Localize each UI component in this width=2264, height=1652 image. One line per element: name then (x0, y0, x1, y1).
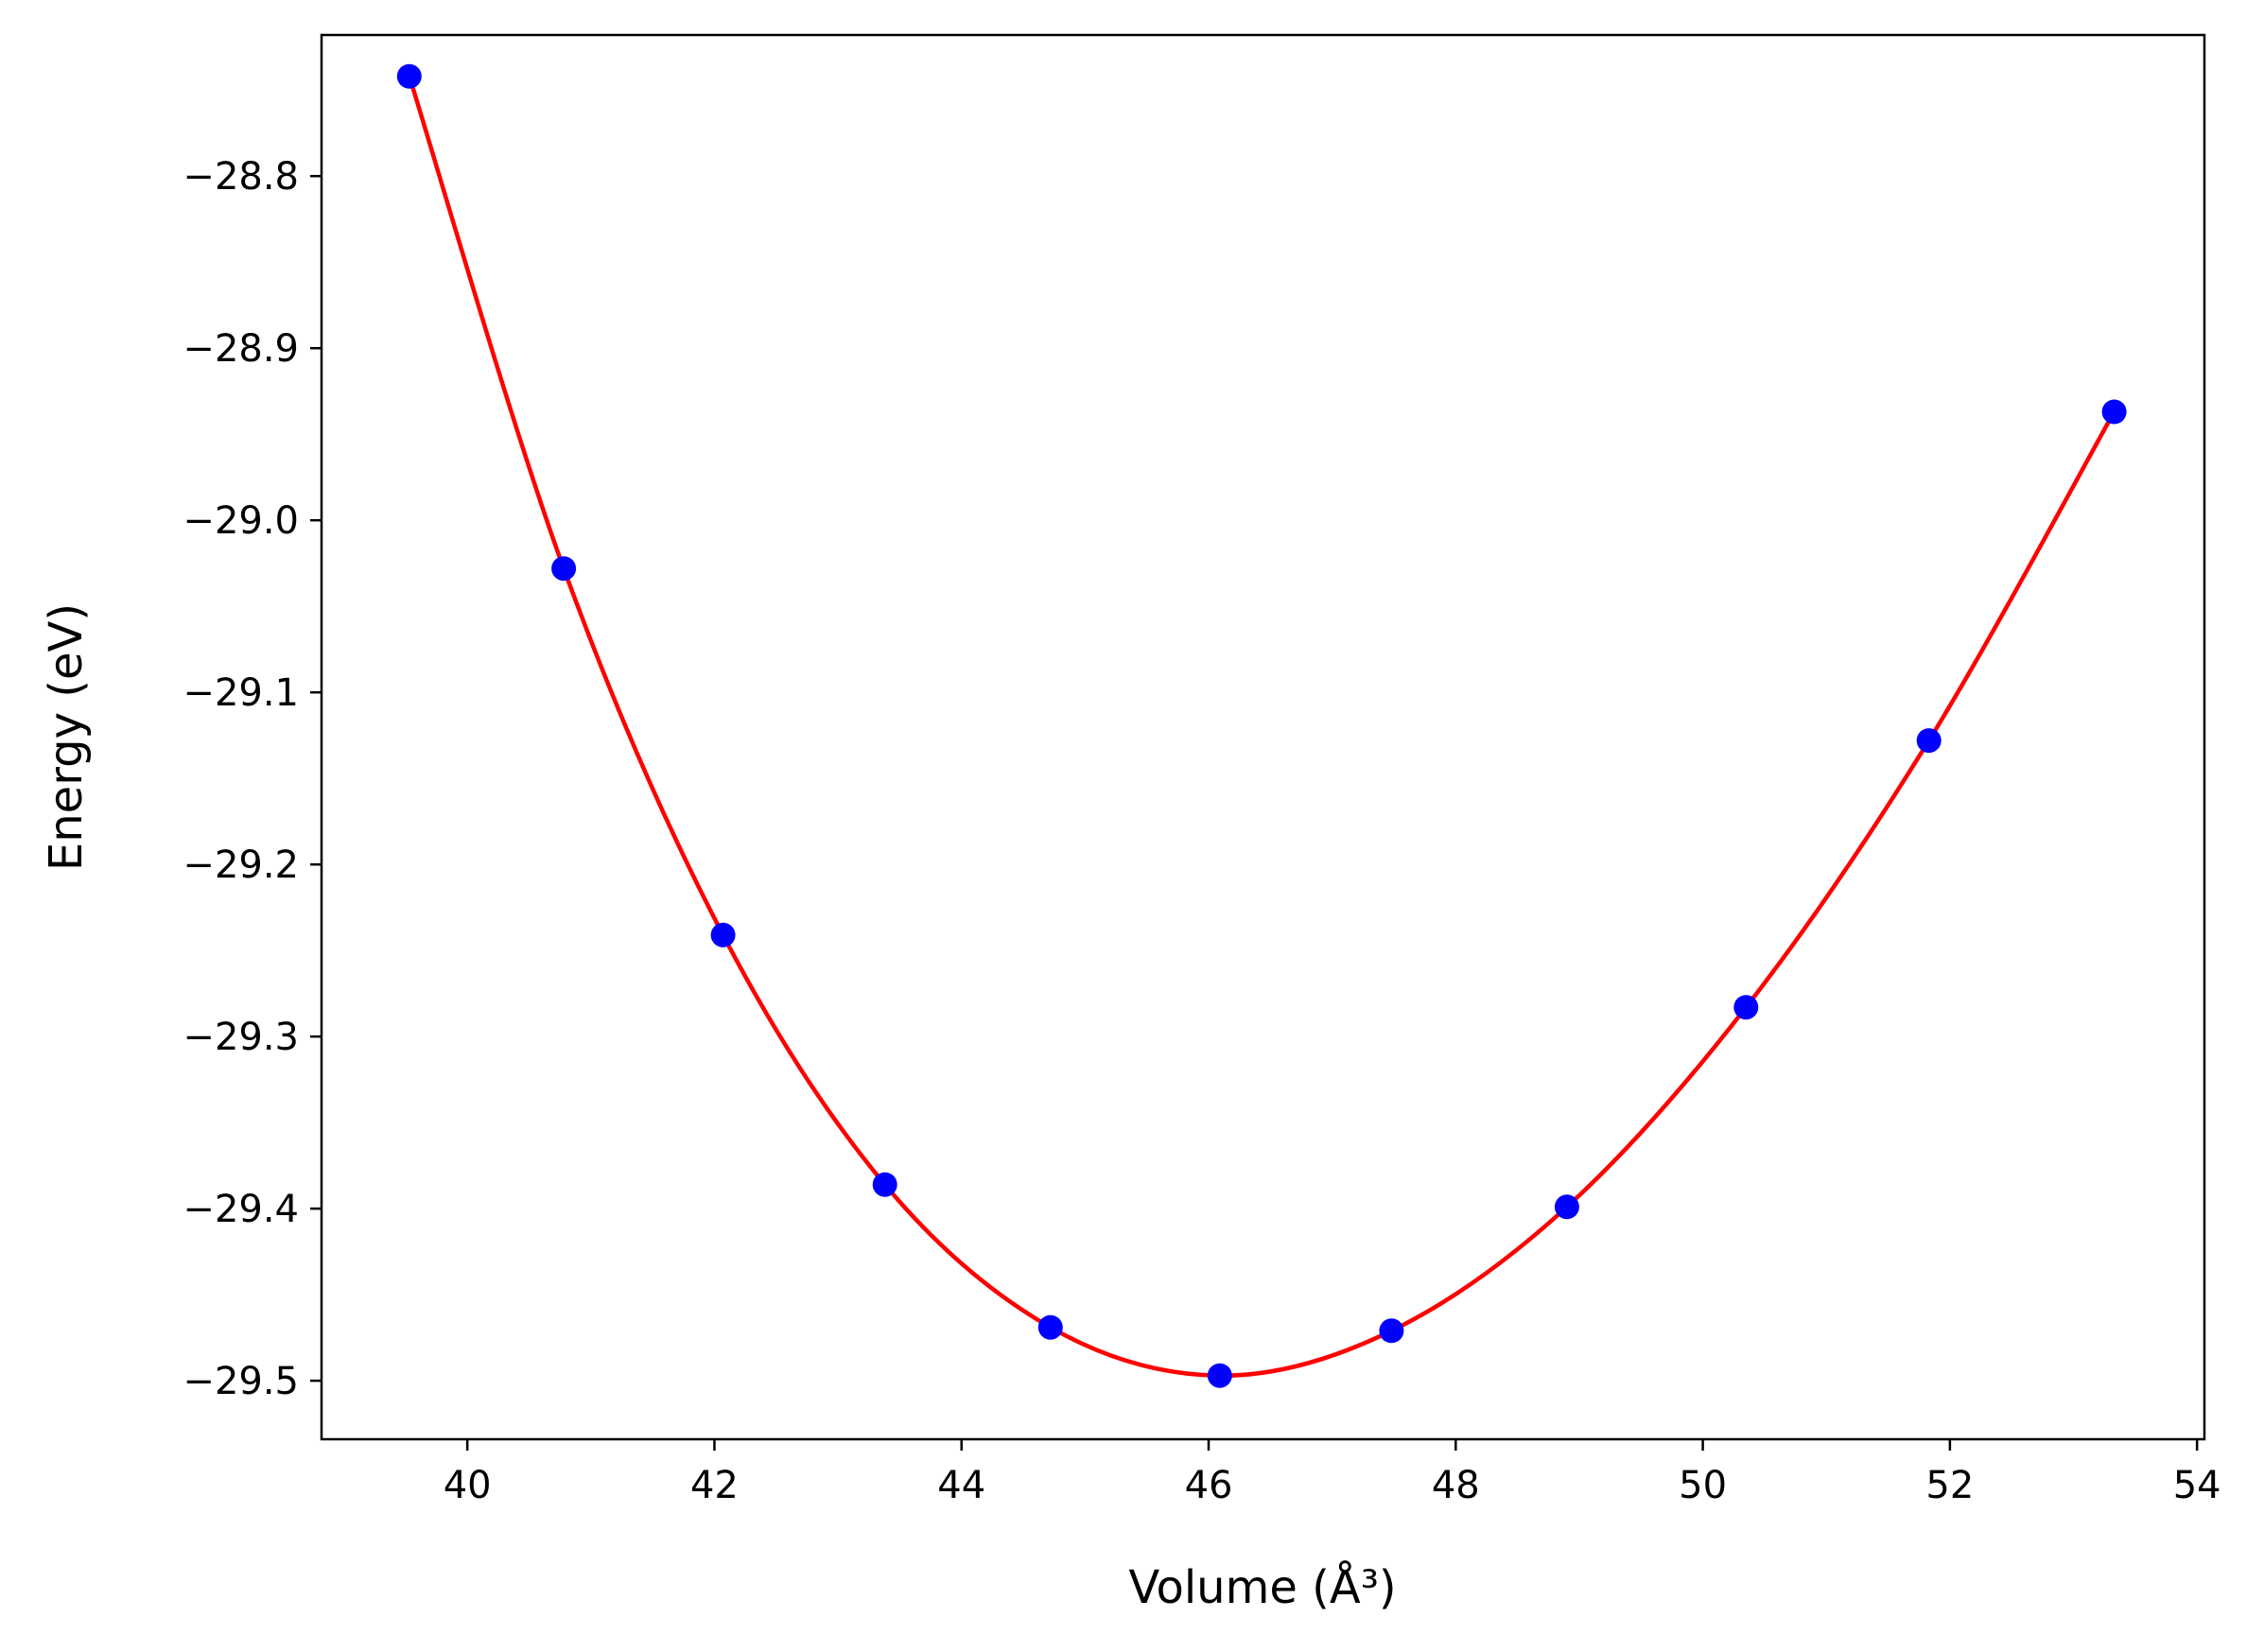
y-axis: −28.8 −28.9 −29.0 −29.1 −29.2 −29.3 −29.4 −29.5 (183, 155, 322, 1403)
y-tick-label: −28.8 (183, 155, 299, 199)
x-axis: 40 42 44 46 48 50 52 54 (444, 1439, 2221, 1507)
data-point (710, 922, 736, 948)
data-point (1037, 1314, 1063, 1340)
data-point (1733, 995, 1759, 1020)
y-tick-label: −29.1 (183, 671, 299, 715)
data-point (1207, 1363, 1232, 1388)
data-point (872, 1172, 897, 1197)
data-point (1916, 728, 1942, 754)
data-points-layer (396, 63, 2127, 1388)
x-tick-label: 40 (444, 1464, 492, 1507)
y-tick-label: −29.4 (183, 1188, 299, 1231)
x-tick-label: 42 (690, 1464, 739, 1507)
data-point (551, 556, 577, 582)
x-tick-label: 48 (1432, 1464, 1480, 1507)
y-tick-label: −29.5 (183, 1360, 299, 1403)
x-tick-label: 54 (2173, 1464, 2221, 1507)
y-tick-label: −29.0 (183, 499, 299, 543)
data-point (1554, 1194, 1579, 1220)
data-point (396, 63, 422, 89)
x-axis-label: Volume (Å³) (1128, 1560, 1396, 1614)
x-tick-label: 50 (1679, 1464, 1727, 1507)
y-tick-label: −29.3 (183, 1016, 299, 1059)
fit-curve-layer (407, 76, 2116, 1378)
data-point (2101, 399, 2127, 425)
x-tick-label: 46 (1185, 1464, 1233, 1507)
plot-area-frame (320, 33, 2206, 1441)
x-tick-label: 44 (937, 1464, 985, 1507)
y-tick-label: −29.2 (183, 843, 299, 887)
x-tick-label: 52 (1925, 1464, 1974, 1507)
y-axis-label: Energy (eV) (40, 603, 93, 871)
y-tick-label: −28.9 (183, 327, 299, 371)
data-point (1379, 1318, 1404, 1344)
fit-curve-line (407, 76, 2116, 1378)
